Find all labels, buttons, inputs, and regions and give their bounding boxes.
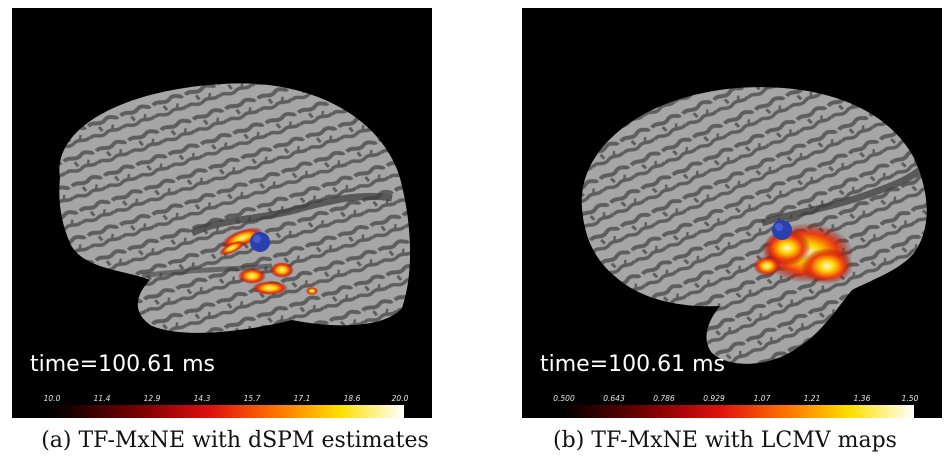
- colorbar-tick: 18.6: [343, 394, 361, 403]
- caption-b: (b) TF-MxNE with LCMV maps: [553, 428, 897, 453]
- brain-render: [59, 83, 411, 333]
- colorbar-tick: 0.929: [703, 394, 725, 403]
- colorbar-tick: 0.500: [553, 394, 575, 403]
- colorbar-tick: 17.1: [293, 394, 311, 403]
- colorbar: [52, 405, 404, 418]
- brain-render: [581, 87, 927, 364]
- colorbar-tick: 11.4: [93, 394, 111, 403]
- colorbar-tick: 12.9: [143, 394, 161, 403]
- colorbar: [562, 405, 914, 418]
- colorbar-tick: 1.50: [901, 394, 919, 403]
- caption-a: (a) TF-MxNE with dSPM estimates: [41, 428, 429, 453]
- colorbar-tick: 10.0: [43, 394, 61, 403]
- brain-panel-lcmv: time=100.61 ms 0.500 0.643 0.786 0.929 1…: [522, 8, 942, 418]
- colorbar-tick: 15.7: [243, 394, 261, 403]
- activation-blobs: [219, 227, 318, 295]
- colorbar-tick: 1.36: [853, 394, 871, 403]
- dipole-marker: [250, 232, 270, 252]
- brain-panel-dspm: time=100.61 ms 10.0 11.4 12.9 14.3 15.7 …: [12, 8, 432, 418]
- colorbar-tick: 0.643: [603, 394, 625, 403]
- dipole-marker: [772, 220, 792, 240]
- time-label: time=100.61 ms: [30, 352, 216, 377]
- colorbar-tick: 14.3: [193, 394, 211, 403]
- colorbar-tick-labels: 0.500 0.643 0.786 0.929 1.07 1.21 1.36 1…: [550, 394, 930, 404]
- colorbar-tick: 20.0: [391, 394, 409, 403]
- colorbar-tick: 1.21: [803, 394, 821, 403]
- colorbar-tick-labels: 10.0 11.4 12.9 14.3 15.7 17.1 18.6 20.0: [40, 394, 420, 404]
- time-label: time=100.61 ms: [540, 352, 726, 377]
- colorbar-tick: 1.07: [753, 394, 771, 403]
- colorbar-tick: 0.786: [653, 394, 675, 403]
